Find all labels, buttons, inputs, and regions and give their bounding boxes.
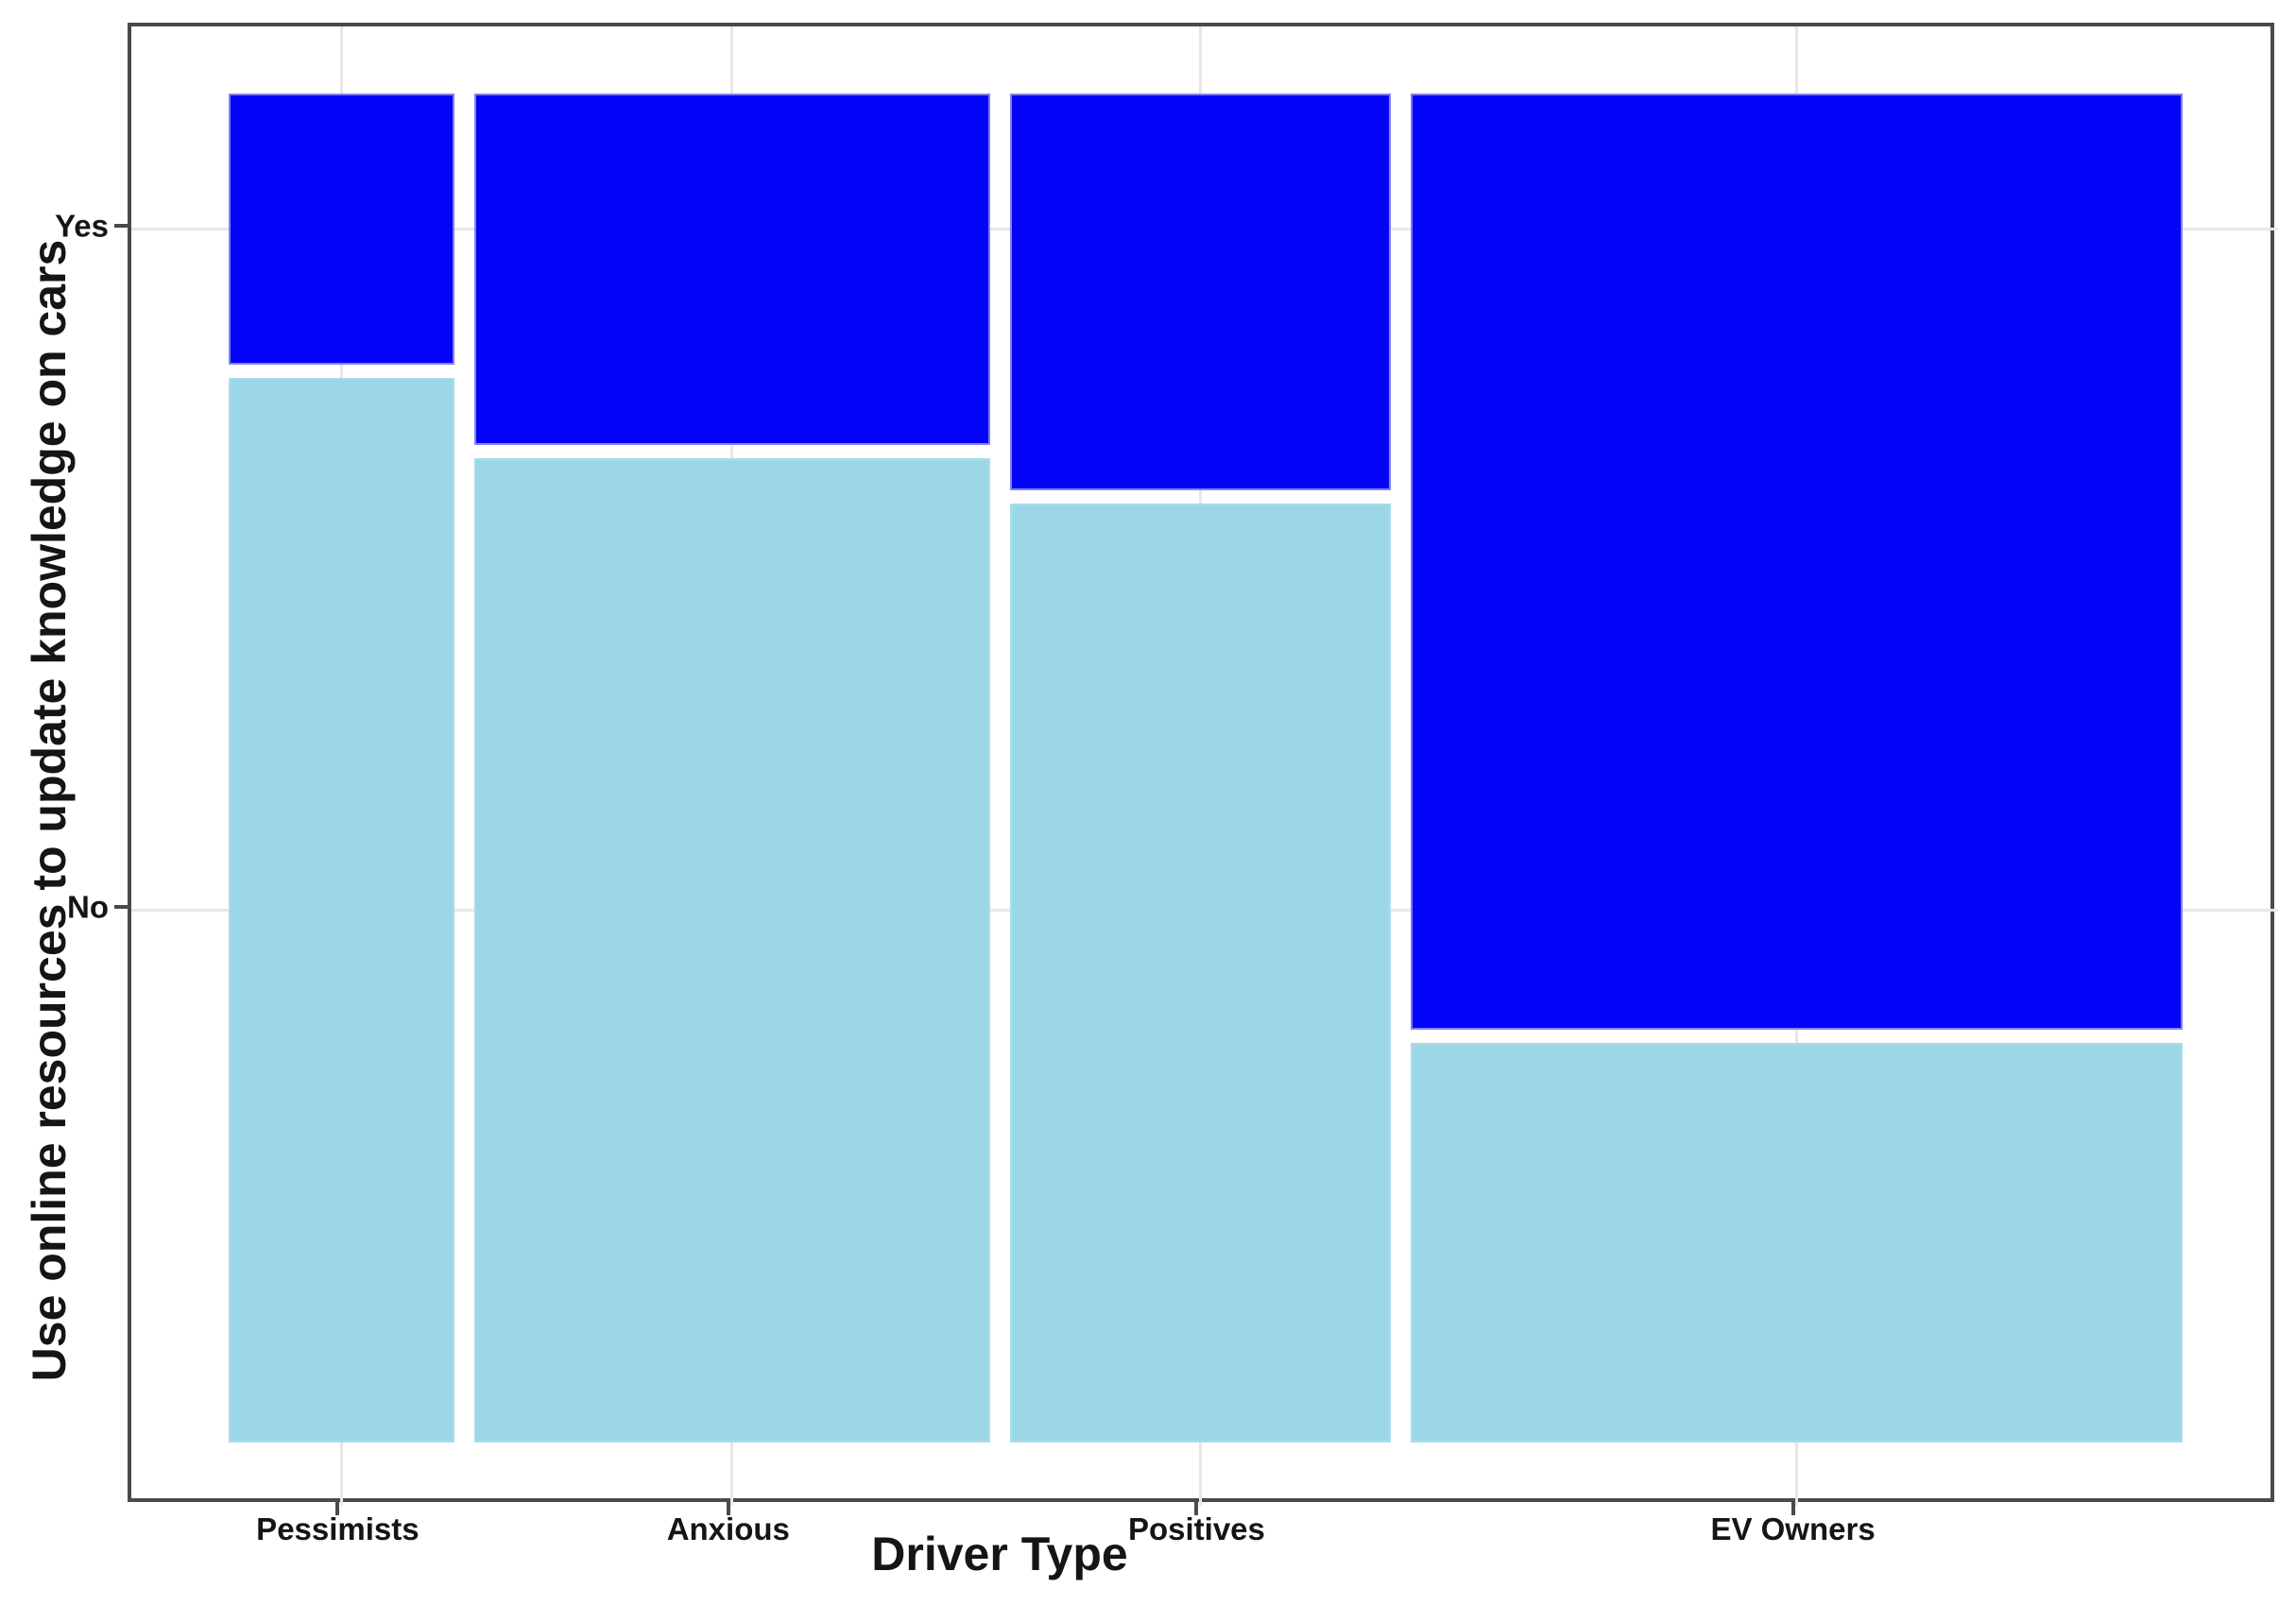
mosaic-segment-yes-positives	[1009, 94, 1392, 490]
x-tick-mark	[1791, 1502, 1795, 1515]
y-tick-mark	[114, 223, 128, 228]
mosaic-segment-no-positives	[1009, 503, 1392, 1443]
x-tick-mark	[335, 1502, 340, 1515]
x-tick-mark	[726, 1502, 730, 1515]
x-tick-label-positives: Positives	[1127, 1511, 1265, 1546]
mosaic-segment-yes-anxious	[473, 94, 990, 445]
mosaic-bars-layer	[131, 26, 2270, 1498]
mosaic-segment-no-pessimists	[229, 378, 454, 1443]
y-tick-mark	[114, 904, 128, 909]
x-tick-label-anxious: Anxious	[666, 1511, 790, 1546]
x-tick-mark	[1194, 1502, 1199, 1515]
x-tick-label-pessimists: Pessimists	[256, 1511, 420, 1546]
mosaic-segment-yes-pessimists	[229, 94, 454, 366]
mosaic-segment-yes-ev-owners	[1411, 94, 2183, 1031]
mosaic-segment-no-ev-owners	[1411, 1043, 2183, 1443]
x-tick-label-ev-owners: EV Owners	[1710, 1511, 1876, 1546]
y-tick-label-no: No	[67, 889, 109, 925]
y-tick-label-yes: Yes	[55, 208, 109, 244]
mosaic-segment-no-anxious	[473, 457, 990, 1443]
x-axis-title: Driver Type	[871, 1528, 1128, 1580]
plot-panel	[128, 23, 2278, 1506]
